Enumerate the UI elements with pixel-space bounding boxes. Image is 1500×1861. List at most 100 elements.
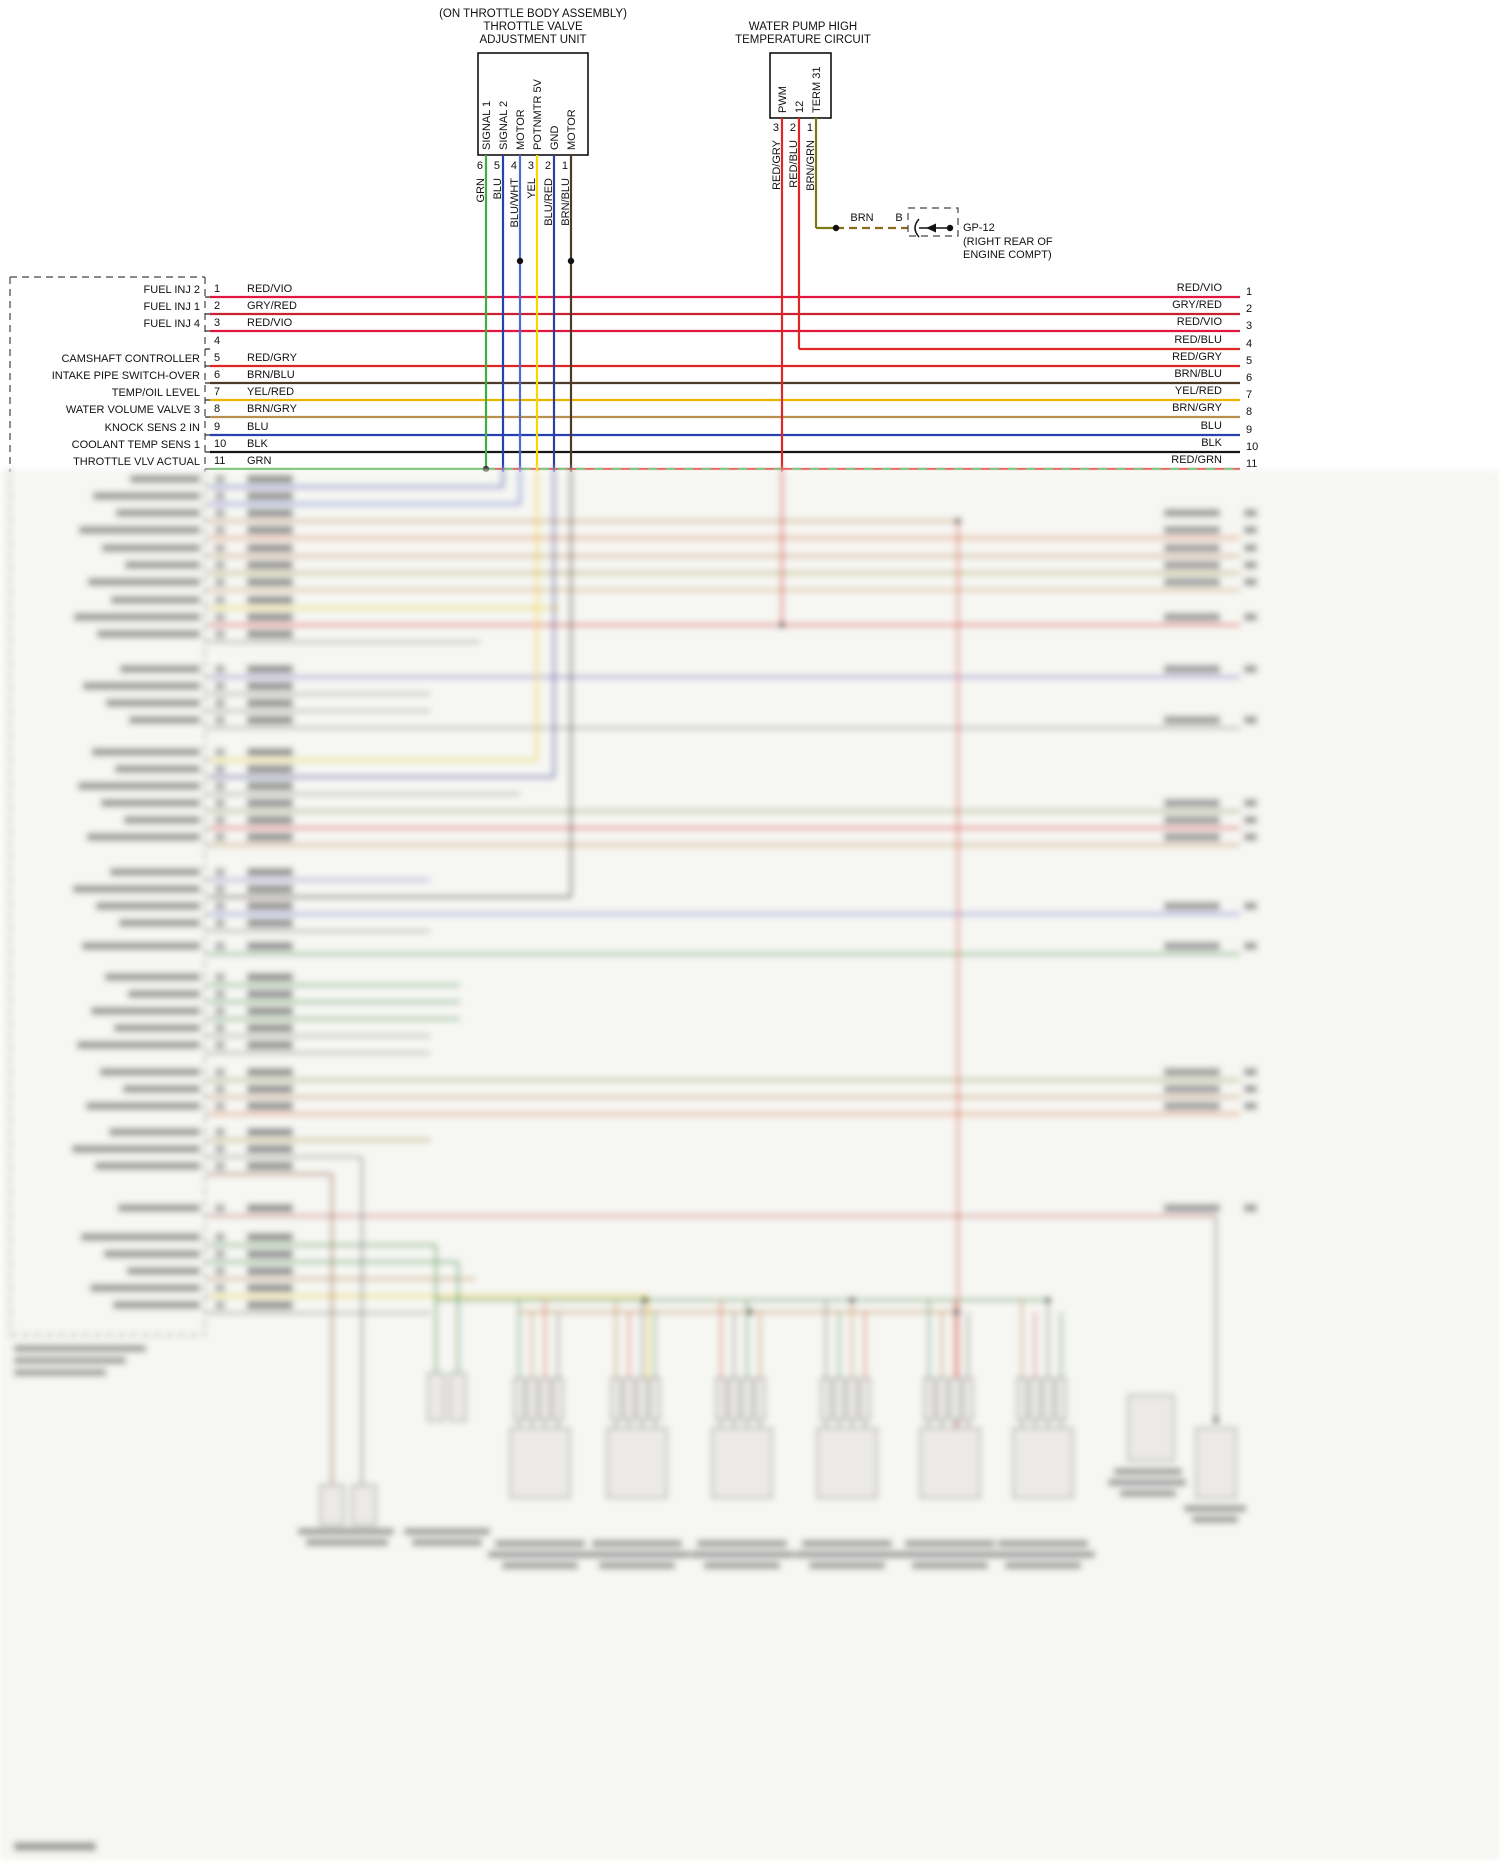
blur-text-blob — [118, 1204, 200, 1212]
wire-color-label-right: BRN/GRY — [1172, 402, 1223, 414]
blur-text-blob — [215, 1267, 225, 1275]
blur-text-blob — [1120, 1490, 1176, 1497]
throttle-wire-color-label: GRN — [475, 178, 487, 203]
blur-text-blob — [1164, 833, 1220, 841]
blur-text-blob — [247, 942, 293, 950]
wire-color-label-right: RED/GRY — [1172, 351, 1223, 363]
blur-text-blob — [247, 1024, 293, 1032]
ground-point-location-line1: (RIGHT REAR OF — [963, 236, 1053, 248]
ecm-left-pin-number: 11 — [214, 455, 225, 467]
blur-text-blob — [247, 578, 293, 586]
ecm-left-pin-number: 4 — [214, 335, 220, 347]
blur-text-blob — [247, 1267, 293, 1275]
blur-text-blob — [128, 990, 200, 998]
blur-text-blob — [1192, 1516, 1238, 1523]
blur-text-blob — [502, 1562, 578, 1569]
blurred-section — [0, 468, 1500, 1861]
blur-text-blob — [81, 1233, 200, 1241]
blur-text-blob — [91, 1007, 200, 1015]
ground-point-name: GP-12 — [963, 222, 995, 234]
blur-text-blob — [247, 868, 293, 876]
blur-text-blob — [697, 1540, 787, 1547]
blur-text-blob — [306, 1539, 388, 1546]
blur-text-blob — [82, 942, 200, 950]
blur-text-blob — [247, 1007, 293, 1015]
blur-connector-pin-box — [610, 1377, 622, 1421]
water-pump-wire-color-label: BRN/GRN — [805, 140, 817, 191]
blur-connector-body — [449, 1372, 467, 1422]
blur-text-blob — [404, 1528, 490, 1535]
blur-text-blob — [105, 973, 200, 981]
blur-connector-pin-box — [1042, 1377, 1054, 1421]
throttle-wire-color-label: BLU/WHT — [509, 178, 521, 228]
blur-text-blob — [1244, 578, 1257, 586]
ecm-row-label: WATER VOLUME VALVE 3 — [66, 404, 200, 416]
blur-connector-pin-box — [623, 1377, 635, 1421]
water-pump-pin-label: PWM — [777, 86, 789, 113]
blur-text-blob — [1164, 526, 1220, 534]
wire-color-label-left: GRY/RED — [247, 300, 297, 312]
blur-text-blob — [1164, 613, 1220, 621]
blur-connector-body — [816, 1427, 878, 1499]
blur-connector-pin-box — [741, 1377, 753, 1421]
blur-connector-pin-box — [846, 1377, 858, 1421]
blur-text-blob — [247, 526, 293, 534]
blur-text-blob — [120, 665, 200, 673]
throttle-pin-number: 5 — [494, 160, 500, 172]
blur-text-blob — [247, 1128, 293, 1136]
blur-text-blob — [104, 1250, 200, 1258]
blur-text-blob — [215, 596, 225, 604]
blur-text-blob — [809, 1562, 885, 1569]
blur-text-blob — [215, 1102, 225, 1110]
blur-text-blob — [1244, 613, 1257, 621]
ecm-row-label: COOLANT TEMP SENS 1 — [72, 439, 200, 451]
blur-text-blob — [215, 799, 225, 807]
blur-text-blob — [495, 1540, 585, 1547]
blur-connector-pin-box — [1029, 1377, 1041, 1421]
blur-text-blob — [247, 699, 293, 707]
blur-text-blob — [247, 1204, 293, 1212]
blur-text-blob — [247, 1250, 293, 1258]
blur-text-blob — [72, 1145, 200, 1153]
ecm-left-pin-number: 5 — [214, 352, 220, 364]
wire-color-label-left: BRN/BLU — [247, 369, 295, 381]
ecm-row-label: INTAKE PIPE SWITCH-OVER — [52, 370, 200, 382]
blur-connector-body — [1012, 1427, 1074, 1499]
blur-text-blob — [690, 1551, 794, 1558]
blur-text-blob — [1244, 902, 1257, 910]
blur-text-blob — [215, 942, 225, 950]
blur-connector-pin-box — [539, 1377, 551, 1421]
blur-text-blob — [1244, 509, 1257, 517]
blur-text-blob — [1244, 1068, 1257, 1076]
blur-text-blob — [1164, 716, 1220, 724]
blur-text-blob — [215, 1068, 225, 1076]
blur-text-blob — [1164, 1102, 1220, 1110]
blur-text-blob — [1244, 716, 1257, 724]
blur-text-blob — [215, 526, 225, 534]
blur-text-blob — [247, 665, 293, 673]
blur-connector-pin-box — [962, 1377, 974, 1421]
blur-text-blob — [247, 1162, 293, 1170]
blur-text-blob — [247, 1041, 293, 1049]
blur-text-blob — [14, 1369, 106, 1376]
ecm-right-pin-number: 8 — [1246, 406, 1252, 418]
blur-connector-pin-box — [923, 1377, 935, 1421]
water-pump-caption-line1: WATER PUMP HIGH — [749, 21, 857, 33]
throttle-wire-color-label: BLU/RED — [543, 178, 555, 226]
blur-text-blob — [247, 682, 293, 690]
blur-text-blob — [78, 782, 200, 790]
blur-text-blob — [215, 816, 225, 824]
junction-dot — [567, 257, 575, 265]
blur-text-blob — [247, 1284, 293, 1292]
blur-text-blob — [130, 475, 200, 483]
blur-text-blob — [1164, 902, 1220, 910]
blur-junction-dot — [641, 1296, 649, 1304]
blur-text-blob — [247, 902, 293, 910]
blur-text-blob — [215, 765, 225, 773]
wire-color-label-left: RED/VIO — [247, 283, 293, 295]
blur-text-blob — [905, 1540, 995, 1547]
water-pump-wire-color-label: RED/GRY — [771, 139, 783, 190]
blur-text-blob — [215, 1041, 225, 1049]
blur-text-blob — [100, 1068, 200, 1076]
blur-text-blob — [215, 1145, 225, 1153]
